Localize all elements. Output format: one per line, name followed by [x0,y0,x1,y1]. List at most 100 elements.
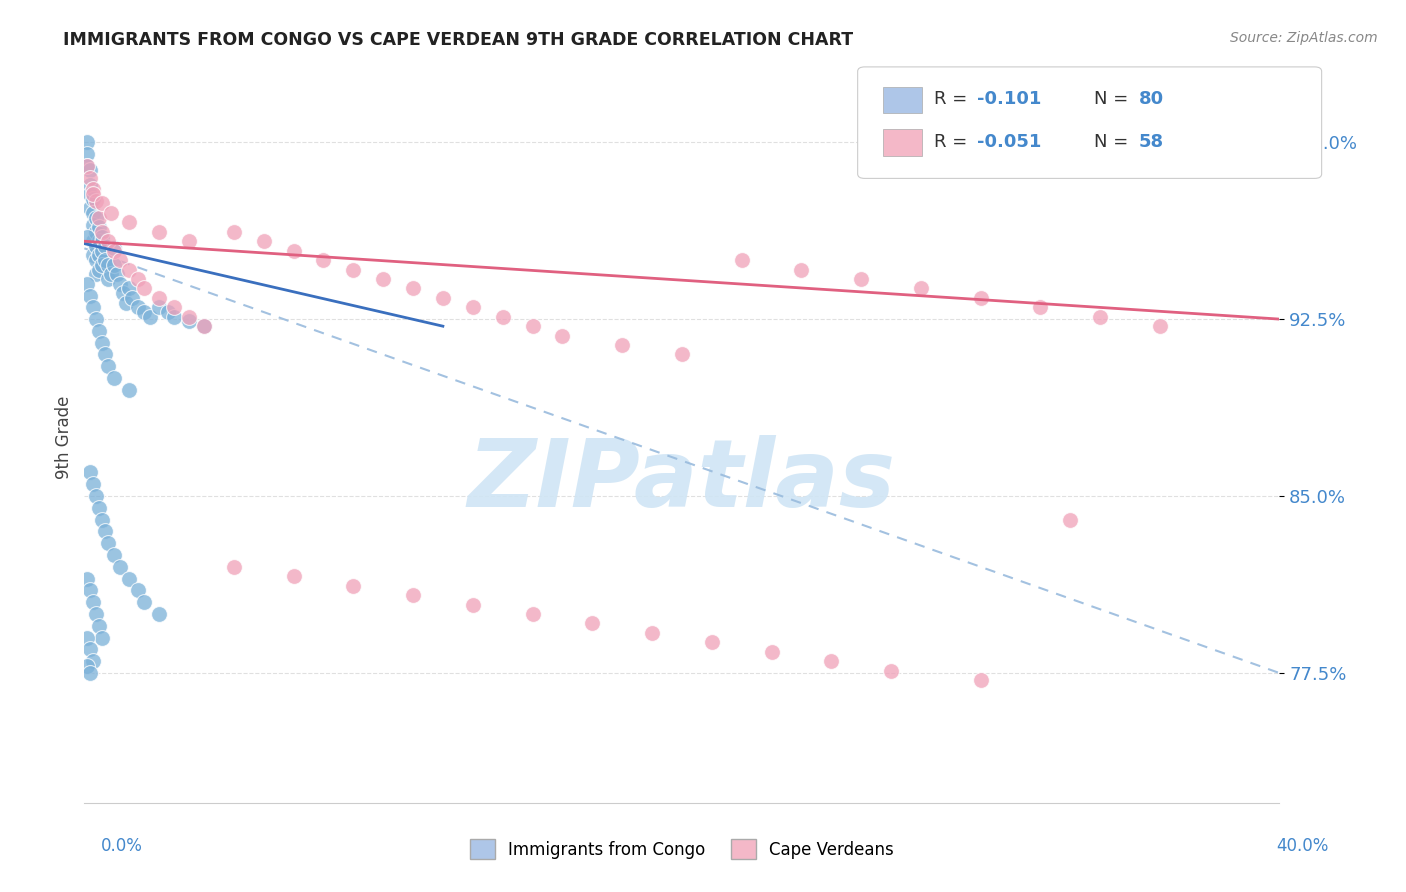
Point [790,262,813,277]
Text: ZIPatlas: ZIPatlas [468,435,896,527]
Point [86,607,108,621]
Point [522,607,544,621]
Point [222,225,245,239]
Point [76,159,98,173]
Point [641,626,664,640]
Point [461,598,484,612]
Point [671,347,693,361]
Point [127,583,149,598]
Point [82,206,104,220]
Point [79,666,101,681]
Point [82,301,104,315]
Point [82,477,104,491]
Point [132,281,156,295]
Legend: Immigrants from Congo, Cape Verdeans: Immigrants from Congo, Cape Verdeans [461,830,903,868]
Point [76,135,98,149]
Point [89,619,111,633]
Point [82,192,104,206]
Point [118,281,141,295]
Point [461,301,484,315]
Point [551,328,574,343]
Point [79,201,101,215]
Point [94,253,117,268]
Point [94,239,117,253]
Point [76,572,98,586]
Point [312,253,335,268]
Text: 58: 58 [1139,133,1164,151]
Point [1149,319,1171,334]
Point [402,588,425,602]
Point [110,277,132,291]
Point [118,262,141,277]
Point [103,241,125,255]
Point [86,489,108,503]
Point [910,281,932,295]
Point [342,579,364,593]
Y-axis label: 9th Grade: 9th Grade [55,395,73,479]
Point [82,248,104,262]
Point [177,314,200,328]
Point [115,295,138,310]
Text: -0.101: -0.101 [977,90,1042,108]
Point [91,258,114,272]
Text: 80: 80 [1139,90,1164,108]
Point [148,291,170,305]
Point [132,305,156,319]
Point [103,258,125,272]
Point [700,635,723,649]
Point [91,513,114,527]
Point [100,267,122,281]
Point [148,225,170,239]
Point [880,664,903,678]
Point [86,312,108,326]
Point [76,229,98,244]
Point [86,253,108,268]
Point [91,229,114,244]
Point [373,272,395,286]
Point [82,654,104,668]
Point [851,272,873,286]
Point [103,244,125,258]
Point [283,244,305,258]
Point [76,159,98,173]
Point [89,500,111,515]
Point [86,225,108,239]
Point [177,310,200,324]
Point [761,645,783,659]
Point [97,272,120,286]
Point [82,234,104,248]
Point [1090,310,1112,324]
Point [193,319,215,334]
Point [110,253,132,268]
Point [82,218,104,232]
Point [97,258,120,272]
Point [91,225,114,239]
Point [820,654,842,668]
Point [86,267,108,281]
Point [91,244,114,258]
Point [121,291,143,305]
Point [91,335,114,350]
Point [432,291,454,305]
Point [86,211,108,225]
Point [402,281,425,295]
Point [89,211,111,225]
Point [97,536,120,550]
Point [127,272,149,286]
Point [112,286,135,301]
Point [970,673,993,687]
Point [118,383,141,397]
Point [76,277,98,291]
Text: R =: R = [934,133,973,151]
Text: R =: R = [934,90,973,108]
Point [522,319,544,334]
Point [82,182,104,196]
Point [105,267,128,281]
Point [731,253,754,268]
Point [157,305,180,319]
Point [97,234,120,248]
Point [97,359,120,374]
Point [79,178,101,192]
Point [79,466,101,480]
Point [89,248,111,262]
